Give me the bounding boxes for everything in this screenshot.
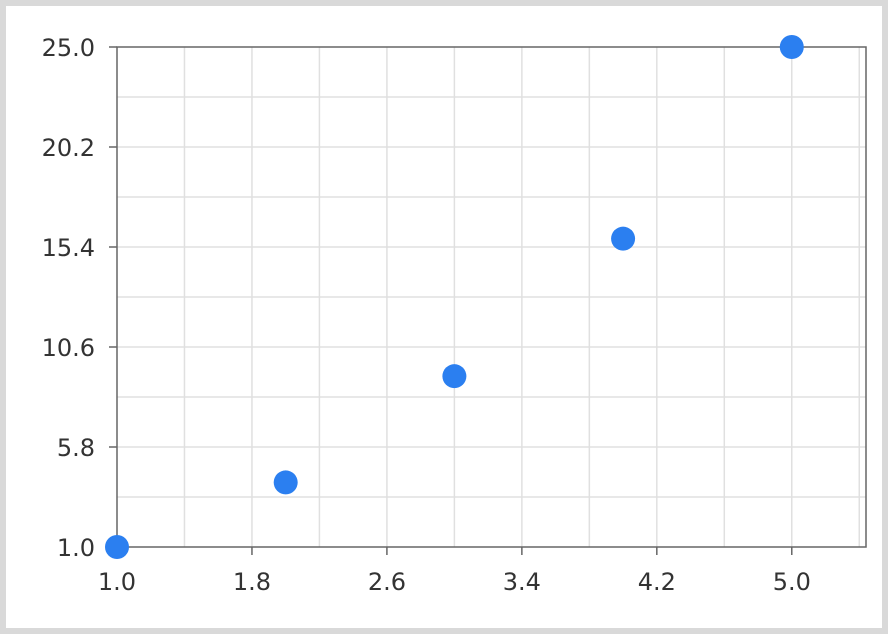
x-tick-label: 2.6 [368, 568, 406, 596]
data-point [273, 470, 298, 495]
data-point [611, 226, 636, 251]
data-point [105, 535, 129, 559]
y-tick-label: 25.0 [42, 34, 95, 62]
x-tick-label: 1.0 [98, 568, 136, 596]
x-tick-labels: 1.0 1.8 2.6 3.4 4.2 5.0 [98, 568, 811, 596]
y-tick-label: 5.8 [57, 434, 95, 462]
y-tick-label: 20.2 [42, 134, 95, 162]
x-tick-label: 5.0 [773, 568, 811, 596]
plot-border [116, 46, 867, 548]
axes [109, 46, 867, 555]
y-tick-label: 1.0 [57, 534, 95, 562]
x-tick-label: 3.4 [503, 568, 541, 596]
data-point [779, 35, 804, 59]
x-tick-label: 1.8 [233, 568, 271, 596]
x-tick-label: 4.2 [638, 568, 676, 596]
y-tick-label: 10.6 [42, 334, 95, 362]
grid [117, 47, 866, 547]
y-tick-labels: 1.0 5.8 10.6 15.4 20.2 25.0 [42, 34, 95, 562]
scatter-chart: 1.0 1.8 2.6 3.4 4.2 5.0 1.0 5.8 10.6 15.4 20.2 25.… [42, 34, 867, 596]
data-point [442, 364, 467, 389]
data-points [105, 35, 804, 559]
y-tick-label: 15.4 [42, 234, 95, 262]
